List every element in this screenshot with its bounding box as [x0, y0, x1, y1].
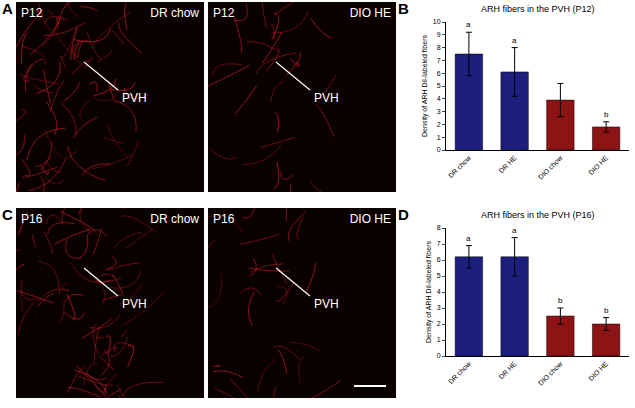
svg-text:Density of ARH DiI-labeled fib: Density of ARH DiI-labeled fibers: [425, 241, 433, 343]
svg-text:6: 6: [437, 70, 441, 77]
svg-text:DR chow: DR chow: [447, 359, 473, 385]
svg-text:DR chow: DR chow: [447, 153, 473, 179]
svg-text:ARH fibers in the PVH (P12): ARH fibers in the PVH (P12): [481, 4, 595, 14]
svg-text:ARH fibers in the PVH (P16): ARH fibers in the PVH (P16): [481, 210, 595, 220]
html-text:B: B: [398, 0, 409, 17]
svg-text:1: 1: [437, 134, 441, 141]
svg-text:P12: P12: [21, 6, 43, 20]
html-text:A: A: [2, 0, 13, 17]
svg-text:a: a: [466, 20, 471, 29]
svg-text:b: b: [558, 296, 563, 305]
svg-text:1: 1: [437, 336, 441, 343]
svg-text:DR HE: DR HE: [497, 360, 518, 381]
svg-text:DR chow: DR chow: [150, 212, 199, 226]
svg-text:2: 2: [437, 320, 441, 327]
svg-text:PVH: PVH: [314, 297, 339, 311]
svg-text:8: 8: [437, 44, 441, 51]
svg-text:3: 3: [437, 304, 441, 311]
svg-text:DIO HE: DIO HE: [587, 154, 609, 176]
svg-text:a: a: [512, 226, 517, 235]
svg-text:6: 6: [437, 256, 441, 263]
svg-text:DIO chow: DIO chow: [537, 153, 564, 180]
svg-text:5: 5: [437, 82, 441, 89]
svg-text:DIO HE: DIO HE: [587, 360, 609, 382]
svg-text:Density of ARH DiI-labeled fib: Density of ARH DiI-labeled fibers: [421, 35, 429, 137]
svg-text:DIO HE: DIO HE: [350, 212, 391, 226]
svg-text:3: 3: [437, 108, 441, 115]
svg-text:DR chow: DR chow: [150, 6, 199, 20]
svg-text:b: b: [604, 306, 609, 315]
svg-text:10: 10: [433, 18, 441, 25]
svg-text:9: 9: [437, 31, 441, 38]
svg-text:P12: P12: [213, 6, 235, 20]
svg-text:4: 4: [437, 95, 441, 102]
svg-text:7: 7: [437, 240, 441, 247]
svg-text:0: 0: [437, 352, 441, 359]
html-text:C: C: [2, 206, 13, 223]
svg-text:PVH: PVH: [122, 297, 147, 311]
svg-text:4: 4: [437, 288, 441, 295]
svg-text:7: 7: [437, 57, 441, 64]
svg-text:0: 0: [437, 146, 441, 153]
svg-text:a: a: [466, 234, 471, 243]
svg-text:2: 2: [437, 121, 441, 128]
svg-text:DR HE: DR HE: [497, 154, 518, 175]
svg-text:PVH: PVH: [314, 91, 339, 105]
svg-text:DIO chow: DIO chow: [537, 359, 564, 386]
svg-text:PVH: PVH: [122, 91, 147, 105]
svg-text:8: 8: [437, 224, 441, 231]
svg-text:P16: P16: [213, 212, 235, 226]
html-text:D: D: [398, 206, 409, 223]
svg-text:P16: P16: [21, 212, 43, 226]
svg-text:a: a: [512, 36, 517, 45]
svg-text:5: 5: [437, 272, 441, 279]
svg-text:b: b: [604, 110, 609, 119]
svg-text:DIO HE: DIO HE: [350, 6, 391, 20]
